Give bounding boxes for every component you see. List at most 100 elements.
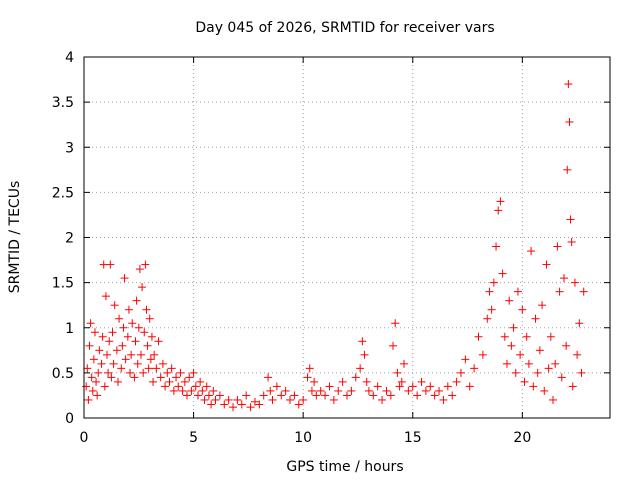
- data-point: [233, 395, 242, 404]
- data-point: [133, 359, 142, 368]
- data-point: [140, 328, 149, 337]
- data-point: [356, 364, 365, 373]
- data-point: [82, 382, 91, 391]
- data-point: [329, 395, 338, 404]
- data-point: [553, 242, 562, 251]
- data-point: [100, 382, 109, 391]
- axis-ticks: 0 5 10 15 20 0 0.5 1 1.5 2 2.5 3 3.5 4: [52, 50, 610, 446]
- data-point: [92, 377, 101, 386]
- data-point: [557, 373, 566, 382]
- data-point: [135, 265, 144, 274]
- x-tick-label: 10: [294, 430, 312, 446]
- data-point: [119, 323, 128, 332]
- data-point: [146, 355, 155, 364]
- data-point: [470, 364, 479, 373]
- data-point: [408, 382, 417, 391]
- data-point: [573, 350, 582, 359]
- data-point: [185, 373, 194, 382]
- data-point: [393, 368, 402, 377]
- data-points: [82, 80, 588, 412]
- data-point: [202, 382, 211, 391]
- y-tick-label: 0.5: [52, 366, 74, 382]
- data-point: [452, 377, 461, 386]
- data-point: [303, 373, 312, 382]
- data-point: [95, 346, 104, 355]
- y-tick-label: 4: [65, 50, 74, 66]
- data-point: [86, 319, 95, 328]
- data-point: [165, 377, 174, 386]
- data-point: [568, 382, 577, 391]
- data-point: [338, 377, 347, 386]
- data-point: [124, 305, 133, 314]
- data-point: [141, 260, 150, 269]
- data-point: [198, 386, 207, 395]
- data-point: [187, 386, 196, 395]
- x-tick-label: 5: [189, 430, 198, 446]
- data-point: [316, 386, 325, 395]
- data-point: [502, 359, 511, 368]
- data-point: [200, 395, 209, 404]
- data-point: [144, 364, 153, 373]
- data-point: [110, 301, 119, 310]
- data-point: [555, 287, 564, 296]
- data-point: [174, 382, 183, 391]
- data-point: [89, 355, 98, 364]
- data-point: [373, 382, 382, 391]
- data-point: [143, 341, 152, 350]
- data-point: [204, 391, 213, 400]
- data-point: [531, 314, 540, 323]
- data-point: [158, 359, 167, 368]
- data-point: [104, 368, 113, 377]
- chart-title: Day 045 of 2026, SRMTID for receiver var…: [195, 20, 494, 36]
- data-point: [189, 368, 198, 377]
- data-point: [362, 377, 371, 386]
- data-point: [84, 395, 93, 404]
- data-point: [250, 397, 259, 406]
- data-point: [312, 391, 321, 400]
- data-point: [215, 391, 224, 400]
- data-point: [397, 377, 406, 386]
- data-point: [513, 287, 522, 296]
- data-point: [577, 368, 586, 377]
- data-point: [131, 337, 140, 346]
- data-point: [567, 238, 576, 247]
- data-point: [511, 368, 520, 377]
- data-point: [351, 373, 360, 382]
- data-point: [399, 359, 408, 368]
- data-point: [489, 278, 498, 287]
- data-point: [161, 382, 170, 391]
- data-point: [145, 314, 154, 323]
- data-point: [483, 314, 492, 323]
- data-point: [220, 400, 229, 409]
- data-point: [126, 368, 135, 377]
- data-point: [259, 391, 268, 400]
- data-point: [118, 341, 127, 350]
- data-point: [549, 395, 558, 404]
- data-point: [566, 215, 575, 224]
- x-tick-label: 0: [80, 430, 89, 446]
- data-point: [87, 373, 96, 382]
- data-point: [93, 391, 102, 400]
- y-tick-label: 0: [65, 411, 74, 427]
- data-point: [500, 332, 509, 341]
- data-point: [347, 386, 356, 395]
- data-point: [507, 341, 516, 350]
- data-point: [527, 247, 536, 256]
- data-point: [98, 332, 107, 341]
- data-point: [461, 355, 470, 364]
- data-point: [112, 346, 121, 355]
- data-point: [448, 391, 457, 400]
- x-axis-label: GPS time / hours: [286, 459, 403, 475]
- data-point: [540, 386, 549, 395]
- data-point: [535, 346, 544, 355]
- data-point: [272, 382, 281, 391]
- data-point: [456, 368, 465, 377]
- data-point: [108, 328, 117, 337]
- data-point: [325, 382, 334, 391]
- data-point: [369, 391, 378, 400]
- y-tick-label: 2.5: [52, 185, 74, 201]
- data-point: [321, 391, 330, 400]
- data-point: [518, 305, 527, 314]
- data-point: [382, 386, 391, 395]
- data-point: [123, 332, 132, 341]
